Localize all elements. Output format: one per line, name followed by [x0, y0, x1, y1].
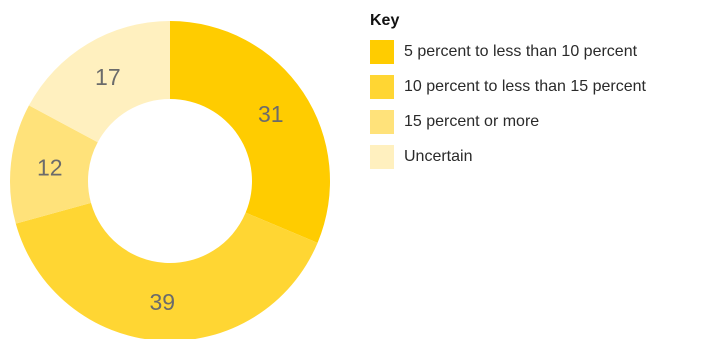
- donut-slice-4: [28, 21, 170, 143]
- legend: Key 5 percent to less than 10 percent 10 …: [370, 12, 646, 180]
- legend-swatch: [370, 75, 394, 99]
- slice-value-label: 12: [37, 155, 63, 181]
- slice-value-label: 39: [150, 289, 176, 315]
- legend-item: Uncertain: [370, 145, 646, 169]
- donut-slice-3: [10, 105, 98, 224]
- legend-label: 15 percent or more: [404, 113, 540, 130]
- legend-items: 5 percent to less than 10 percent 10 perc…: [370, 40, 646, 169]
- slice-value-label: 31: [258, 101, 284, 127]
- legend-swatch: [370, 145, 394, 169]
- legend-item: 15 percent or more: [370, 110, 646, 134]
- legend-label: Uncertain: [404, 148, 473, 165]
- donut-slice-1: [170, 21, 330, 243]
- legend-swatch: [370, 110, 394, 134]
- legend-item: 10 percent to less than 15 percent: [370, 75, 646, 99]
- donut-slice-2: [15, 202, 318, 339]
- slice-value-label: 17: [95, 64, 121, 90]
- legend-label: 5 percent to less than 10 percent: [404, 43, 638, 60]
- legend-swatch: [370, 40, 394, 64]
- legend-item: 5 percent to less than 10 percent: [370, 40, 646, 64]
- legend-title: Key: [370, 12, 400, 29]
- legend-label: 10 percent to less than 15 percent: [404, 78, 646, 95]
